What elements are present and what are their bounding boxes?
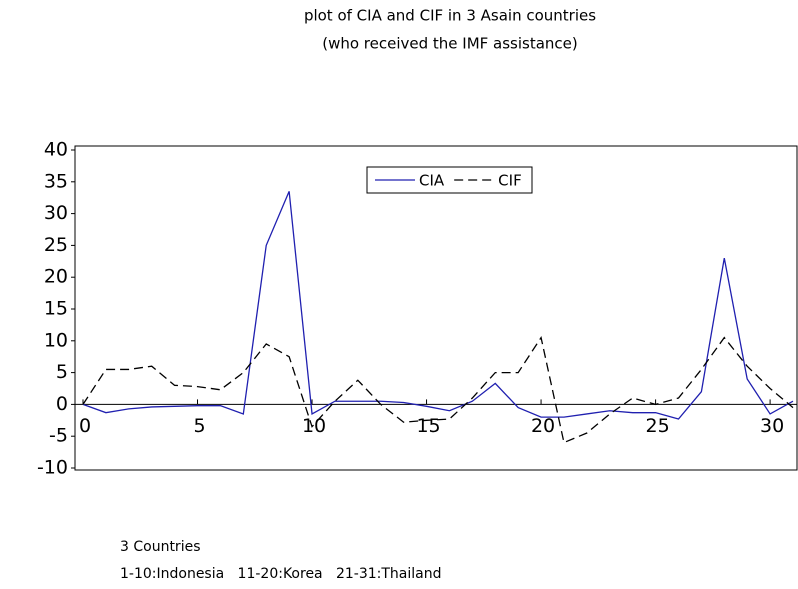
- y-tick-label: 25: [44, 234, 68, 256]
- y-tick-label: 40: [44, 139, 68, 161]
- y-tick-label: 5: [56, 361, 68, 383]
- x-tick-label: 10: [302, 415, 326, 437]
- y-tick-label: 10: [44, 329, 68, 351]
- y-tick-label: 20: [44, 266, 68, 288]
- x-tick-label: 15: [416, 415, 440, 437]
- x-tick-label: 5: [193, 415, 205, 437]
- y-tick-label: 0: [56, 393, 68, 415]
- chart-title: plot of CIA and CIF in 3 Asain countries: [304, 7, 596, 25]
- line-series: [82, 191, 794, 420]
- x-tick-label: 30: [760, 415, 784, 437]
- chart-subtitle: (who received the IMF assistance): [322, 35, 578, 53]
- note: 3 Countries: [120, 539, 201, 555]
- y-tick-label: 30: [44, 202, 68, 224]
- legend-label: CIF: [498, 172, 522, 190]
- y-tick-label: -10: [37, 457, 68, 479]
- x-tick-label: 20: [531, 415, 555, 437]
- note: 1-10:Indonesia 11-20:Korea 21-31:Thailan…: [120, 566, 442, 582]
- legend-label: CIA: [419, 172, 445, 190]
- line-series: [82, 335, 794, 444]
- y-tick-label: 35: [44, 170, 68, 192]
- y-tick-label: 15: [44, 298, 68, 320]
- x-tick-label: 25: [645, 415, 669, 437]
- plot-frame: [74, 145, 798, 471]
- y-tick-label: -5: [49, 425, 68, 447]
- x-tick-label: 0: [79, 415, 91, 437]
